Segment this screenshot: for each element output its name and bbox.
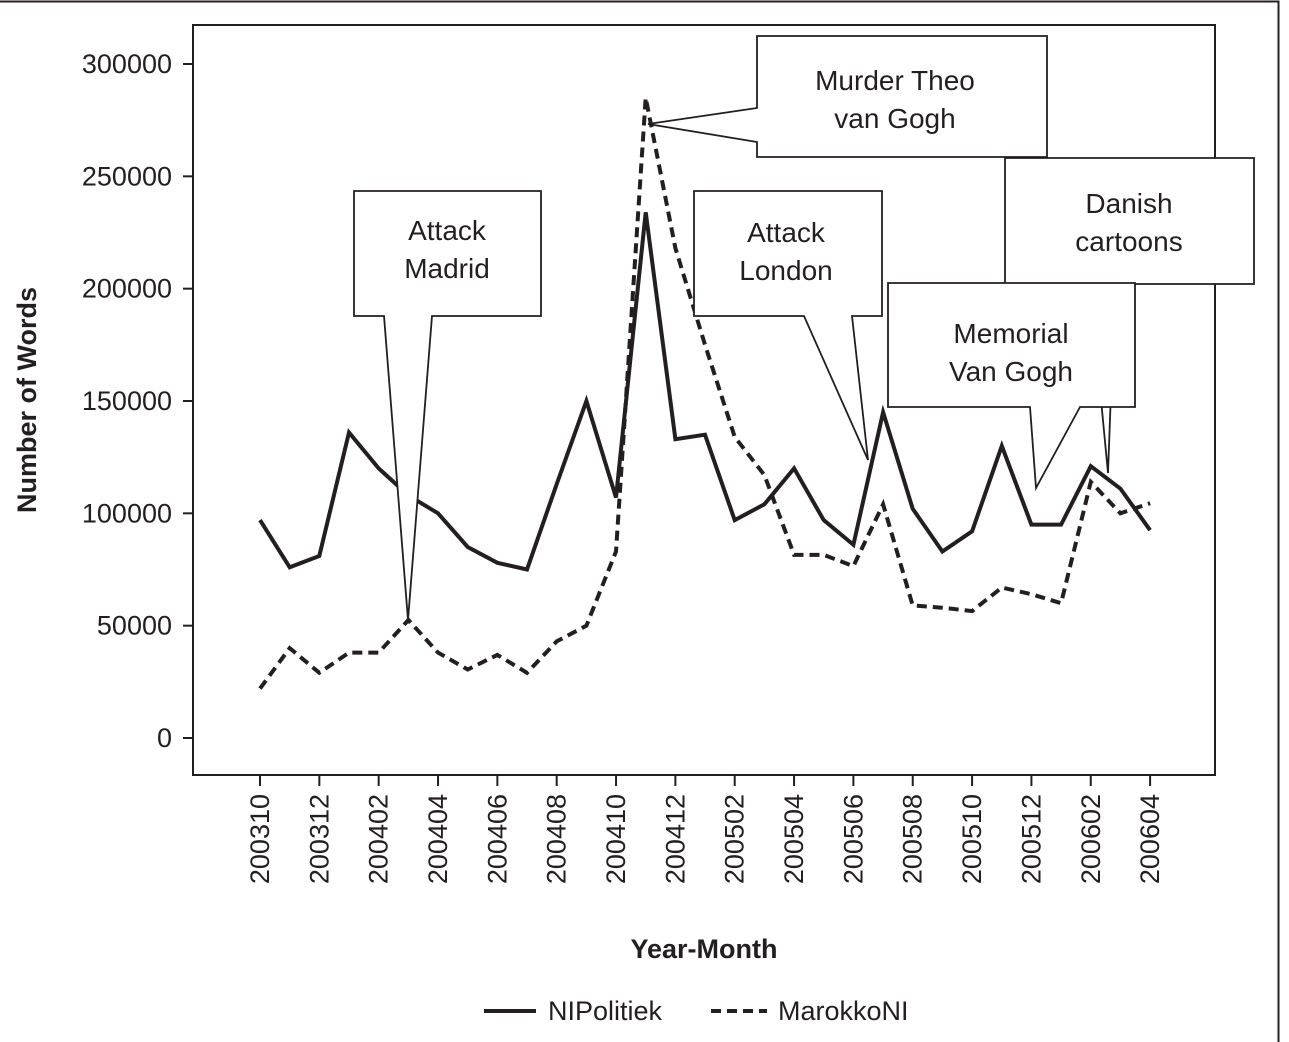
x-tick-label: 200512 (1016, 794, 1046, 884)
x-tick-label: 200510 (957, 794, 987, 884)
callout-text: Attack (747, 217, 826, 248)
x-tick-label: 200402 (364, 794, 394, 884)
x-tick-label: 200506 (838, 794, 868, 884)
callout-text: London (739, 255, 832, 286)
x-tick-label: 200502 (720, 794, 750, 884)
x-tick-label: 200508 (898, 794, 928, 884)
legend-label-nipolitiek: NIPolitiek (548, 996, 663, 1026)
callout-text: Van Gogh (949, 356, 1073, 387)
x-tick-label: 200412 (660, 794, 690, 884)
callout-memorial: Memorial Van Gogh (887, 282, 1136, 492)
callout-vangogh: Murder Theo van Gogh (647, 35, 1048, 158)
x-tick-label: 200408 (542, 794, 572, 884)
callout-text: Attack (408, 215, 487, 246)
callout-box (693, 190, 883, 461)
x-tick-label: 200604 (1135, 794, 1165, 884)
y-tick-label: 300000 (82, 49, 172, 79)
legend-label-marokkoni: MarokkoNI (778, 996, 909, 1026)
x-tick-label: 200602 (1076, 794, 1106, 884)
x-tick-label: 200410 (601, 794, 631, 884)
callout-text: van Gogh (834, 103, 955, 134)
callout-text: Madrid (404, 253, 490, 284)
x-tick-label: 200310 (245, 794, 275, 884)
callout-text: Memorial (953, 318, 1068, 349)
y-tick-label: 250000 (82, 161, 172, 191)
callout-text: Danish (1085, 188, 1172, 219)
callout-danish: Danish cartoons (1004, 157, 1255, 474)
x-tick-label: 200504 (779, 794, 809, 884)
x-axis-title: Year-Month (630, 934, 777, 964)
callout-box (647, 35, 1048, 158)
y-tick-label: 0 (157, 723, 172, 753)
callout-text: cartoons (1075, 226, 1182, 257)
y-tick-label: 150000 (82, 386, 172, 416)
y-tick-label: 100000 (82, 498, 172, 528)
y-tick-label: 50000 (97, 611, 172, 641)
legend: NIPolitiek MarokkoNI (484, 996, 909, 1026)
callout-london: Attack London (693, 190, 883, 461)
callout-text: Murder Theo (815, 65, 975, 96)
y-axis-title: Number of Words (12, 287, 42, 513)
y-tick-label: 200000 (82, 274, 172, 304)
x-tick-label: 200404 (423, 794, 453, 884)
callout-madrid: Attack Madrid (353, 190, 542, 621)
x-tick-label: 200406 (482, 794, 512, 884)
callout-box (887, 282, 1136, 492)
x-tick-label: 200312 (304, 794, 334, 884)
callout-box (353, 190, 542, 621)
